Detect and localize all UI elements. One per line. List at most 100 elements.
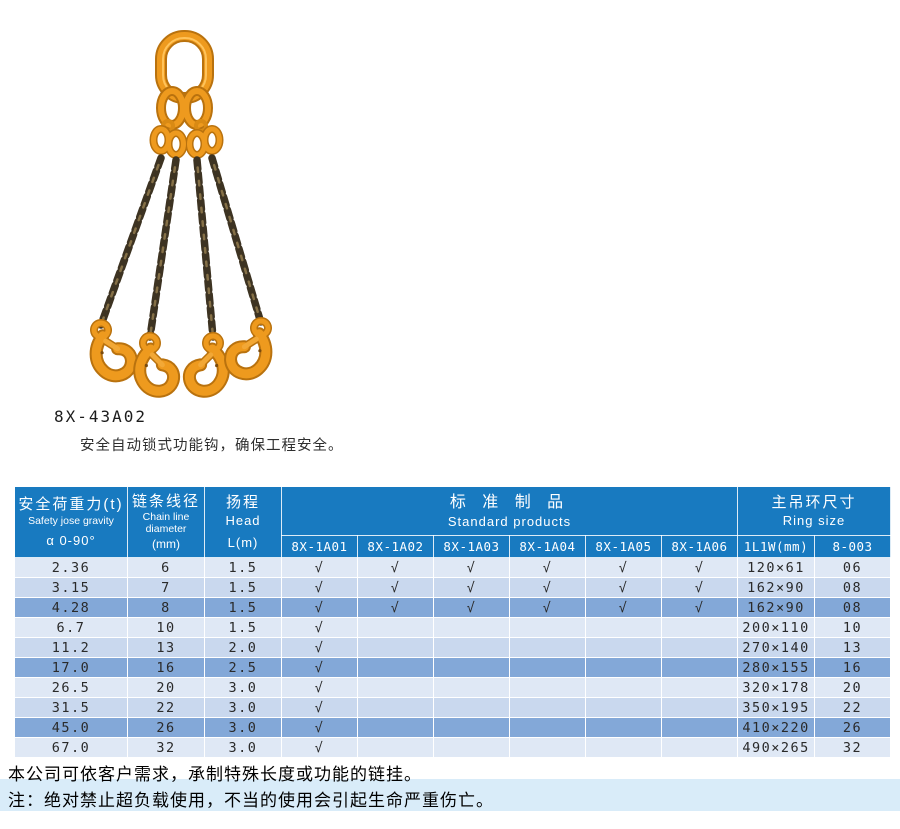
- check-cell: [433, 717, 510, 738]
- table-cell: 6.7: [14, 617, 128, 638]
- table-cell: 7: [127, 577, 205, 598]
- check-cell: [660, 657, 739, 678]
- table-cell: 26.5: [14, 677, 128, 698]
- check-cell: [509, 717, 586, 738]
- check-cell: √: [357, 577, 434, 598]
- table-row: 17.0 16 2.5 √ 280×155 16: [14, 657, 892, 678]
- footer-note-warning: 注：绝对禁止超负载使用，不当的使用会引起生命严重伤亡。: [8, 791, 494, 810]
- check-cell: [660, 677, 739, 698]
- table-cell: 3.0: [204, 717, 282, 738]
- check-cell: [509, 737, 586, 758]
- table-cell: 162×90: [737, 577, 816, 598]
- check-cell: √: [433, 577, 510, 598]
- check-cell: √: [281, 737, 358, 758]
- header-ring-dim: 1L1W(mm): [737, 535, 816, 558]
- header-model: 8X-1A03: [433, 535, 510, 558]
- table-cell: 350×195: [737, 697, 816, 718]
- check-cell: [357, 657, 434, 678]
- check-cell: [433, 677, 510, 698]
- check-cell: √: [281, 577, 358, 598]
- check-cell: √: [281, 617, 358, 638]
- table-cell: 3.15: [14, 577, 128, 598]
- header-standard-products: 标 准 制 品 Standard products: [280, 486, 739, 536]
- table-row: 6.7 10 1.5 √ 200×110 10: [14, 617, 892, 638]
- check-cell: [433, 697, 510, 718]
- self-locking-hooks: [86, 315, 275, 393]
- check-cell: √: [585, 597, 662, 618]
- table-cell: 31.5: [14, 697, 128, 718]
- check-cell: √: [357, 597, 434, 618]
- table-cell: 10: [127, 617, 205, 638]
- check-cell: √: [660, 557, 739, 578]
- check-cell: [585, 637, 662, 658]
- check-cell: [585, 677, 662, 698]
- header-model: 8X-1A05: [585, 535, 662, 558]
- spec-table-container: 安全荷重力(t) Safety jose gravity α 0-90° 链条线…: [14, 486, 892, 758]
- header-model: 8X-1A02: [357, 535, 434, 558]
- table-cell: 2.5: [204, 657, 282, 678]
- check-cell: [509, 637, 586, 658]
- header-ring-code: 8-003: [814, 535, 892, 558]
- check-cell: [433, 737, 510, 758]
- table-cell: 410×220: [737, 717, 816, 738]
- table-cell: 13: [814, 637, 892, 658]
- product-photo: [0, 30, 360, 412]
- check-cell: [660, 697, 739, 718]
- table-cell: 162×90: [737, 597, 816, 618]
- table-cell: 3.0: [204, 677, 282, 698]
- table-cell: 10: [814, 617, 892, 638]
- table-row: 4.28 8 1.5 √ √ √ √ √ √ 162×90 08: [14, 597, 892, 618]
- header-model: 8X-1A06: [660, 535, 739, 558]
- table-cell: 120×61: [737, 557, 816, 578]
- table-cell: 26: [814, 717, 892, 738]
- table-cell: 08: [814, 577, 892, 598]
- check-cell: √: [281, 717, 358, 738]
- check-cell: √: [281, 677, 358, 698]
- table-cell: 280×155: [737, 657, 816, 678]
- check-cell: √: [281, 557, 358, 578]
- table-body: 2.36 6 1.5 √ √ √ √ √ √ 120×61 06 3.15 7 1.5 √ √ √ √ √ √ 162×…: [14, 557, 892, 758]
- table-row: 26.5 20 3.0 √ 320×178 20: [14, 677, 892, 698]
- table-cell: 1.5: [204, 577, 282, 598]
- check-cell: [585, 617, 662, 638]
- table-cell: 32: [814, 737, 892, 758]
- check-cell: [357, 697, 434, 718]
- check-cell: √: [660, 597, 739, 618]
- check-cell: [357, 677, 434, 698]
- check-cell: √: [281, 637, 358, 658]
- table-cell: 490×265: [737, 737, 816, 758]
- check-cell: [585, 697, 662, 718]
- check-cell: √: [509, 597, 586, 618]
- check-cell: [357, 637, 434, 658]
- check-cell: [433, 617, 510, 638]
- table-cell: 20: [127, 677, 205, 698]
- check-cell: [585, 717, 662, 738]
- table-cell: 17.0: [14, 657, 128, 678]
- table-cell: 22: [814, 697, 892, 718]
- table-cell: 67.0: [14, 737, 128, 758]
- header-model: 8X-1A01: [281, 535, 358, 558]
- footer-note-custom: 本公司可依客户需求，承制特殊长度或功能的链挂。: [8, 765, 422, 784]
- table-cell: 45.0: [14, 717, 128, 738]
- table-cell: 2.36: [14, 557, 128, 578]
- check-cell: [433, 657, 510, 678]
- table-cell: 320×178: [737, 677, 816, 698]
- check-cell: [433, 637, 510, 658]
- table-cell: 2.0: [204, 637, 282, 658]
- table-cell: 6: [127, 557, 205, 578]
- header-chain-diameter: 链条线径 Chain line diameter (mm): [127, 486, 205, 558]
- table-cell: 08: [814, 597, 892, 618]
- table-row: 3.15 7 1.5 √ √ √ √ √ √ 162×90 08: [14, 577, 892, 598]
- connector-links: [149, 119, 224, 159]
- table-cell: 32: [127, 737, 205, 758]
- check-cell: √: [281, 697, 358, 718]
- table-cell: 1.5: [204, 597, 282, 618]
- header-ring-size: 主吊环尺寸 Ring size: [737, 486, 892, 536]
- table-cell: 16: [814, 657, 892, 678]
- table-row: 2.36 6 1.5 √ √ √ √ √ √ 120×61 06: [14, 557, 892, 578]
- footer-band: [0, 779, 900, 811]
- check-cell: [357, 737, 434, 758]
- table-row: 45.0 26 3.0 √ 410×220 26: [14, 717, 892, 738]
- header-model: 8X-1A04: [509, 535, 586, 558]
